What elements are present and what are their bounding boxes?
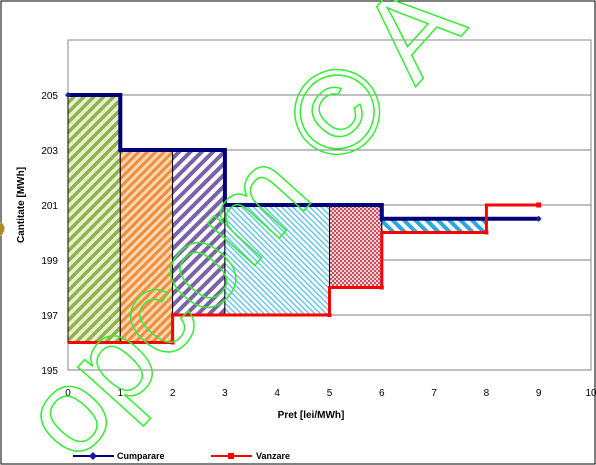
marker-vanzare-end: [536, 202, 542, 208]
y-axis-label: Cantitate [MWh]: [16, 167, 27, 243]
y-tick-197: 197: [41, 311, 58, 322]
legend: Cumparare Vanzare: [73, 451, 290, 461]
region-5: [329, 204, 383, 288]
y-tick-199: 199: [41, 256, 58, 267]
x-tick-3: 3: [222, 388, 228, 399]
marker-vanzare-3: [327, 313, 332, 317]
series-line-cumparare: [68, 93, 539, 221]
region-4: [224, 204, 330, 316]
x-axis-label: Pret [lei/MWh]: [278, 410, 345, 421]
legend-marker-cumparare: [89, 452, 97, 460]
x-tick-9: 9: [536, 388, 542, 399]
y-tick-195: 195: [41, 366, 58, 377]
tick-labels: 0 1 2 3 4 5 6 7 8 9 10 195 197 199 201 203 205: [41, 91, 596, 399]
x-tick-10: 10: [585, 388, 596, 399]
legend-label-vanzare: Vanzare: [256, 451, 290, 461]
series-line-vanzare: [68, 203, 539, 344]
x-tick-7: 7: [431, 388, 437, 399]
logo-ornament-icon: [0, 222, 5, 236]
x-tick-2: 2: [170, 388, 176, 399]
marker-cumparare-start: [65, 92, 71, 98]
y-tick-205: 205: [41, 91, 58, 102]
legend-label-cumparare: Cumparare: [117, 451, 165, 461]
x-tick-4: 4: [274, 388, 280, 399]
marker-vanzare-7: [484, 230, 489, 235]
y-tick-203: 203: [41, 146, 58, 157]
series-lines: [65, 92, 542, 345]
x-tick-0: 0: [65, 388, 71, 399]
x-tick-6: 6: [379, 388, 385, 399]
x-tick-8: 8: [484, 388, 490, 399]
marker-vanzare-5: [379, 285, 384, 290]
marker-cumparare-end: [535, 215, 542, 222]
x-tick-1: 1: [118, 388, 124, 399]
x-tick-5: 5: [327, 388, 333, 399]
region-3: [172, 149, 226, 316]
region-6: [381, 218, 487, 233]
marker-vanzare-1: [170, 340, 175, 345]
legend-marker-vanzare: [228, 453, 234, 459]
y-tick-201: 201: [41, 201, 58, 212]
